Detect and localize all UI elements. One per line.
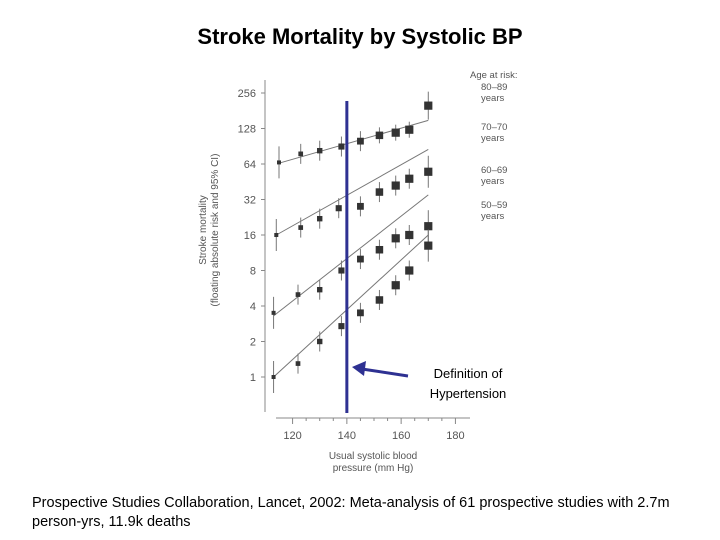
fit-line	[276, 149, 429, 236]
data-point	[424, 241, 433, 250]
legend-title: Age at risk:	[470, 70, 518, 81]
x-tick-label: 180	[446, 430, 464, 442]
data-point	[317, 215, 323, 222]
data-point	[298, 151, 304, 157]
x-axis-title: Usual systolic blood	[329, 451, 417, 462]
data-point	[405, 174, 414, 183]
data-point	[338, 323, 345, 330]
fit-line	[273, 234, 429, 378]
data-point	[391, 128, 400, 137]
legend-label: 60–69	[481, 165, 507, 176]
legend-label: 80–89	[481, 82, 507, 93]
x-tick-label: 160	[392, 430, 410, 442]
legend-label: years	[481, 133, 504, 144]
data-point	[271, 375, 276, 379]
y-tick-label: 4	[250, 301, 256, 313]
data-point	[277, 160, 281, 165]
data-point	[391, 234, 400, 243]
data-point	[375, 131, 384, 140]
y-tick-label: 2	[250, 337, 256, 349]
annotation-text: Definition of	[434, 366, 503, 381]
data-point	[405, 125, 414, 134]
data-point	[391, 281, 400, 290]
data-point	[317, 147, 323, 154]
data-point	[338, 267, 345, 274]
data-point	[357, 255, 364, 263]
citation-footer: Prospective Studies Collaboration, Lance…	[32, 495, 670, 530]
legend-label: years	[481, 93, 504, 104]
y-tick-label: 16	[244, 230, 256, 242]
data-point	[295, 292, 301, 297]
data-point	[375, 245, 384, 254]
data-point	[317, 286, 323, 293]
data-point	[357, 309, 364, 317]
fit-line	[278, 119, 429, 164]
legend-label: 50–59	[481, 200, 507, 211]
legend-label: years	[481, 211, 504, 222]
data-point	[357, 137, 364, 145]
data-point	[424, 101, 433, 110]
annotation-text: Hypertension	[430, 386, 507, 401]
data-point	[317, 338, 323, 345]
x-axis-title: pressure (mm Hg)	[333, 463, 414, 474]
data-point	[338, 143, 345, 150]
y-tick-label: 64	[244, 159, 256, 171]
slide-title: Stroke Mortality by Systolic BP	[197, 24, 523, 49]
data-point	[375, 296, 384, 304]
data-point	[298, 225, 304, 230]
legend-label: years	[481, 176, 504, 187]
y-axis-title: (floating absolute risk and 95% CI)	[210, 154, 221, 307]
x-tick-label: 120	[283, 430, 301, 442]
data-point	[295, 361, 301, 366]
data-point	[405, 266, 414, 275]
data-point	[271, 310, 276, 315]
y-tick-label: 8	[250, 266, 256, 278]
data-point	[424, 167, 433, 176]
y-tick-label: 128	[238, 124, 256, 136]
data-point	[391, 181, 400, 190]
x-tick-label: 140	[338, 430, 356, 442]
y-axis-title: Stroke mortality	[198, 195, 209, 264]
data-point	[357, 202, 364, 210]
legend-label: 70–70	[481, 122, 507, 133]
y-tick-label: 32	[244, 195, 256, 207]
annotation-arrow-shaft	[361, 367, 409, 378]
data-point	[375, 188, 384, 196]
y-tick-label: 1	[250, 372, 256, 384]
annotation-arrow-head	[352, 361, 366, 376]
data-point	[405, 230, 414, 240]
data-point	[424, 222, 433, 231]
data-point	[274, 233, 279, 237]
fit-line	[273, 194, 429, 317]
data-point	[335, 205, 342, 212]
y-tick-label: 256	[238, 88, 256, 100]
